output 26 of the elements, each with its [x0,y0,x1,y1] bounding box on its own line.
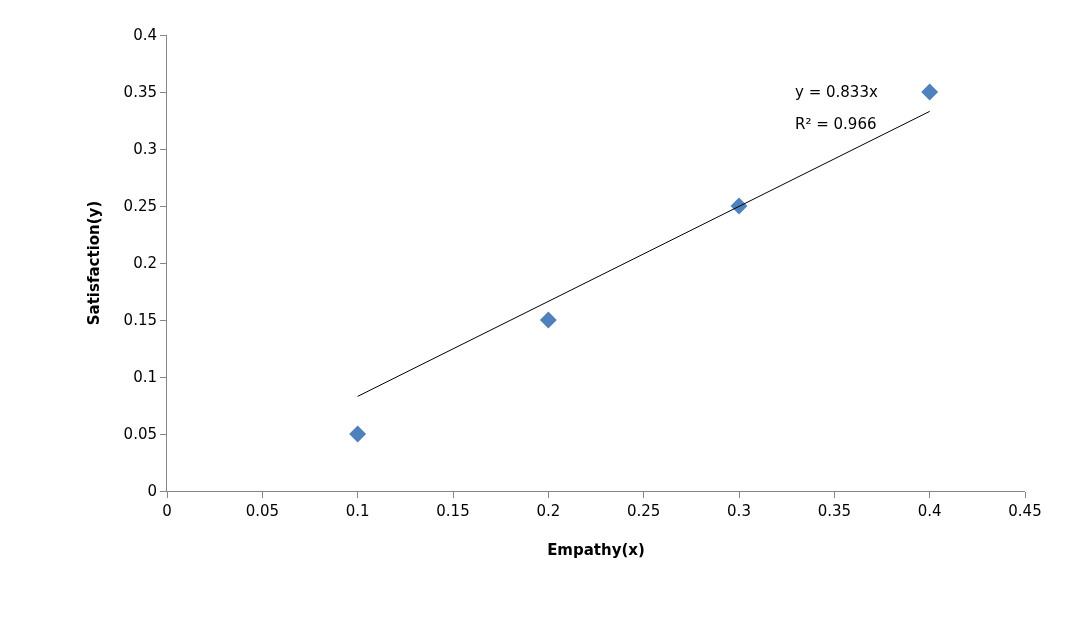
y-tick-label: 0.2 [133,254,157,273]
x-tick-label: 0.45 [1008,502,1042,520]
y-tick-label: 0.3 [133,140,157,159]
point [539,311,557,329]
x-tick-label: 0.3 [727,502,751,520]
y-axis-title: Satisfaction(y) [84,200,103,326]
y-tick-label: 0.25 [123,197,157,216]
annotation: R² = 0.966 [795,115,877,133]
point [349,425,367,443]
x-tick-label: 0 [162,502,172,520]
x-tick-label: 0.25 [626,502,661,520]
point [921,83,939,101]
y-tick-label: 0 [147,482,157,501]
x-tick-label: 0.05 [245,502,280,520]
y-tick-label: 0.35 [123,83,157,102]
x-tick-label: 0.1 [345,502,370,520]
y-tick-label: 0.4 [133,26,157,45]
y-tick-label: 0.05 [123,425,157,444]
x-tick-label: 0.2 [536,502,561,520]
x-tick-label: 0.15 [436,502,470,520]
x-tick-label: 0.4 [917,502,942,520]
annotation: y = 0.833x [795,83,878,101]
y-tick-label: 0.15 [123,311,157,330]
x-axis-title: Empathy(x) [547,541,645,559]
x-tick-label: 0.35 [817,502,852,520]
y-tick-label: 0.1 [133,368,157,387]
